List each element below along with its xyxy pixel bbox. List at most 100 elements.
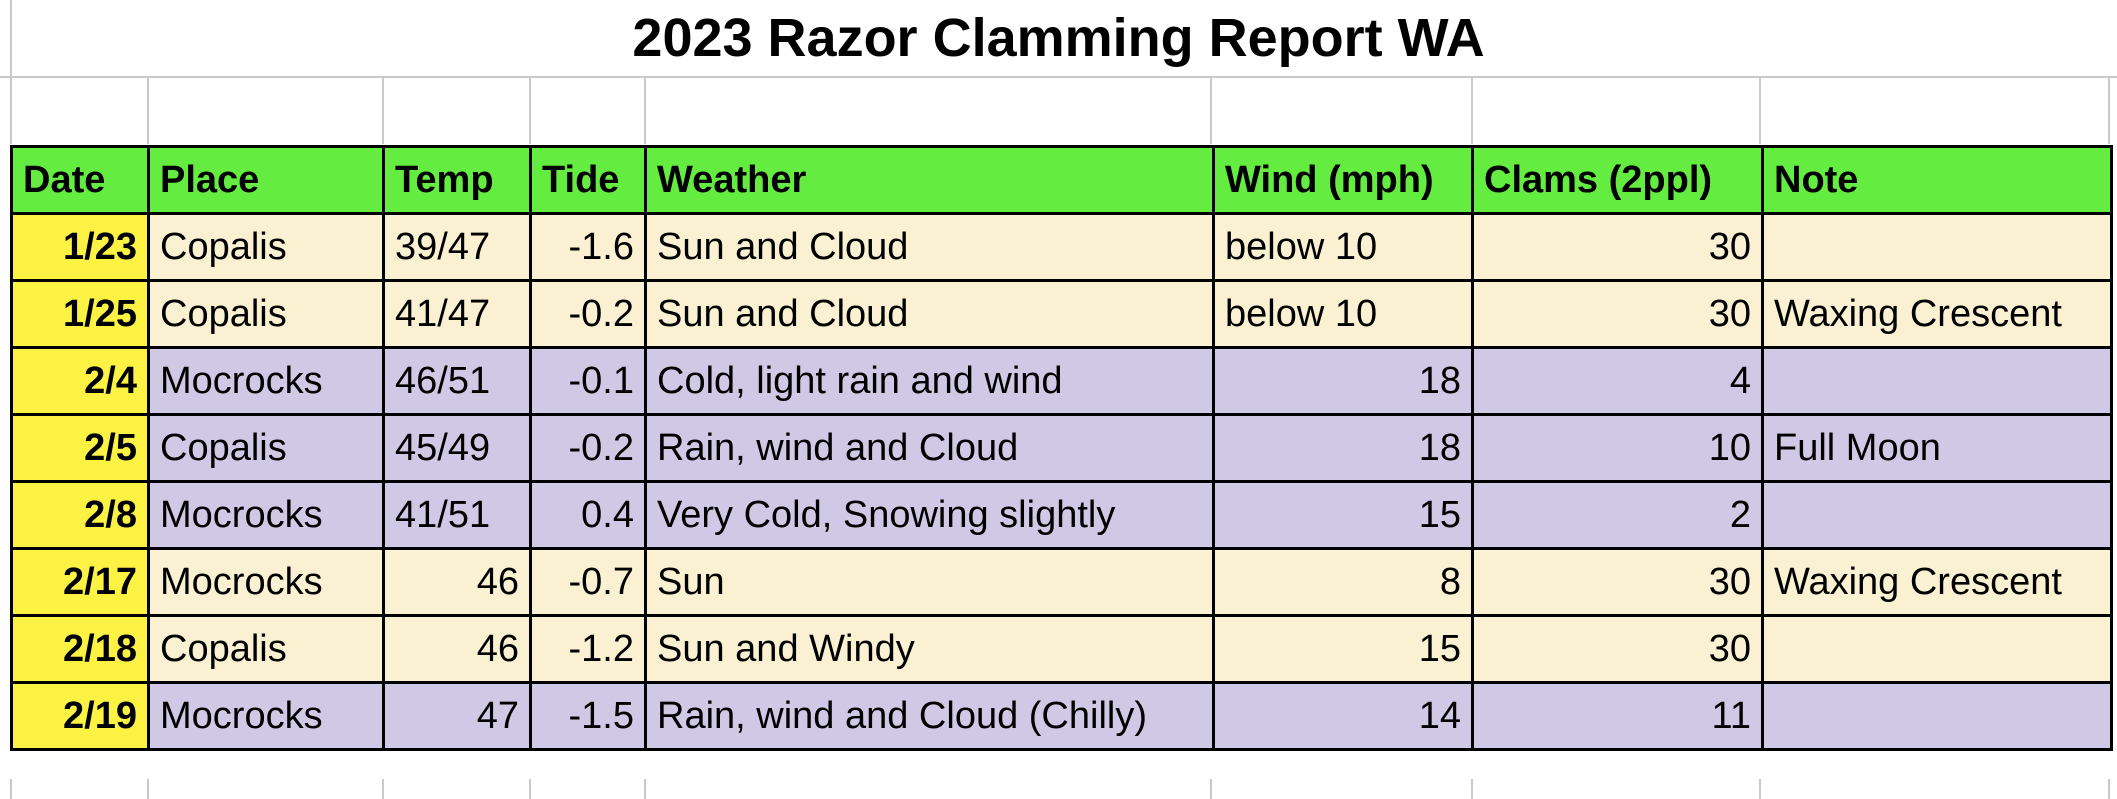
cell-clams[interactable]: 2 bbox=[1471, 480, 1764, 550]
table-row: 2/18 Copalis 46 -1.2 Sun and Windy 15 30 bbox=[10, 614, 2113, 684]
gridline bbox=[529, 779, 531, 799]
cell-place[interactable]: Copalis bbox=[147, 279, 385, 349]
column-header-weather[interactable]: Weather bbox=[644, 145, 1215, 215]
gridline bbox=[147, 779, 149, 799]
cell-wind[interactable]: 15 bbox=[1212, 614, 1474, 684]
cell-temp[interactable]: 46 bbox=[382, 614, 532, 684]
cell-date[interactable]: 2/8 bbox=[10, 480, 150, 550]
table-row: 2/5 Copalis 45/49 -0.2 Rain, wind and Cloud 1… bbox=[10, 413, 2113, 483]
cell-weather[interactable]: Sun and Cloud bbox=[644, 212, 1215, 282]
gridline bbox=[2108, 78, 2110, 144]
cell-temp[interactable]: 39/47 bbox=[382, 212, 532, 282]
cell-temp[interactable]: 41/47 bbox=[382, 279, 532, 349]
cell-place[interactable]: Mocrocks bbox=[147, 346, 385, 416]
cell-tide[interactable]: -0.1 bbox=[529, 346, 647, 416]
column-header-place[interactable]: Place bbox=[147, 145, 385, 215]
gridline bbox=[1759, 779, 1761, 799]
cell-clams[interactable]: 30 bbox=[1471, 547, 1764, 617]
column-header-date[interactable]: Date bbox=[10, 145, 150, 215]
cell-tide[interactable]: -1.6 bbox=[529, 212, 647, 282]
cell-tide[interactable]: -1.2 bbox=[529, 614, 647, 684]
cell-clams[interactable]: 30 bbox=[1471, 614, 1764, 684]
cell-note[interactable] bbox=[1761, 614, 2113, 684]
cell-wind[interactable]: below 10 bbox=[1212, 279, 1474, 349]
cell-note[interactable]: Full Moon bbox=[1761, 413, 2113, 483]
gridline bbox=[382, 779, 384, 799]
cell-note[interactable] bbox=[1761, 681, 2113, 751]
cell-tide[interactable]: 0.4 bbox=[529, 480, 647, 550]
table-row: 1/25 Copalis 41/47 -0.2 Sun and Cloud below 1… bbox=[10, 279, 2113, 349]
cell-weather[interactable]: Sun and Windy bbox=[644, 614, 1215, 684]
cell-date[interactable]: 2/4 bbox=[10, 346, 150, 416]
cell-place[interactable]: Mocrocks bbox=[147, 681, 385, 751]
cell-date[interactable]: 1/25 bbox=[10, 279, 150, 349]
cell-wind[interactable]: 18 bbox=[1212, 413, 1474, 483]
cell-clams[interactable]: 10 bbox=[1471, 413, 1764, 483]
gridline bbox=[1210, 78, 1212, 144]
cell-date[interactable]: 2/19 bbox=[10, 681, 150, 751]
table-row: 1/23 Copalis 39/47 -1.6 Sun and Cloud below 1… bbox=[10, 212, 2113, 282]
cell-place[interactable]: Copalis bbox=[147, 614, 385, 684]
cell-date[interactable]: 2/5 bbox=[10, 413, 150, 483]
cell-clams[interactable]: 4 bbox=[1471, 346, 1764, 416]
cell-tide[interactable]: -1.5 bbox=[529, 681, 647, 751]
cell-weather[interactable]: Rain, wind and Cloud (Chilly) bbox=[644, 681, 1215, 751]
column-header-temp[interactable]: Temp bbox=[382, 145, 532, 215]
cell-wind[interactable]: 14 bbox=[1212, 681, 1474, 751]
column-header-wind[interactable]: Wind (mph) bbox=[1212, 145, 1474, 215]
table-row: 2/4 Mocrocks 46/51 -0.1 Cold, light rain and… bbox=[10, 346, 2113, 416]
column-header-clams[interactable]: Clams (2ppl) bbox=[1471, 145, 1764, 215]
gridline bbox=[644, 779, 646, 799]
gridline bbox=[2108, 779, 2110, 799]
gridline bbox=[1210, 779, 1212, 799]
cell-wind[interactable]: below 10 bbox=[1212, 212, 1474, 282]
table-row: 2/19 Mocrocks 47 -1.5 Rain, wind and Cloud (… bbox=[10, 681, 2113, 751]
table-row: 2/17 Mocrocks 46 -0.7 Sun 8 30 Waxing Crescent bbox=[10, 547, 2113, 617]
cell-date[interactable]: 2/17 bbox=[10, 547, 150, 617]
cell-weather[interactable]: Sun bbox=[644, 547, 1215, 617]
cell-date[interactable]: 1/23 bbox=[10, 212, 150, 282]
cell-weather[interactable]: Rain, wind and Cloud bbox=[644, 413, 1215, 483]
cell-note[interactable] bbox=[1761, 212, 2113, 282]
cell-clams[interactable]: 11 bbox=[1471, 681, 1764, 751]
cell-place[interactable]: Copalis bbox=[147, 212, 385, 282]
cell-temp[interactable]: 45/49 bbox=[382, 413, 532, 483]
cell-weather[interactable]: Cold, light rain and wind bbox=[644, 346, 1215, 416]
cell-wind[interactable]: 8 bbox=[1212, 547, 1474, 617]
gridline bbox=[1759, 78, 1761, 144]
title-cell[interactable]: 2023 Razor Clamming Report WA bbox=[0, 0, 2117, 76]
cell-wind[interactable]: 18 bbox=[1212, 346, 1474, 416]
cell-place[interactable]: Copalis bbox=[147, 413, 385, 483]
cell-note[interactable] bbox=[1761, 346, 2113, 416]
cell-temp[interactable]: 41/51 bbox=[382, 480, 532, 550]
cell-place[interactable]: Mocrocks bbox=[147, 480, 385, 550]
gridline bbox=[10, 0, 12, 76]
table-row: 2/8 Mocrocks 41/51 0.4 Very Cold, Snowing sl… bbox=[10, 480, 2113, 550]
cell-place[interactable]: Mocrocks bbox=[147, 547, 385, 617]
cell-clams[interactable]: 30 bbox=[1471, 212, 1764, 282]
cell-clams[interactable]: 30 bbox=[1471, 279, 1764, 349]
header-row: Date Place Temp Tide Weather Wind (mph) Clams … bbox=[10, 145, 2113, 215]
gridline bbox=[10, 78, 12, 144]
column-header-tide[interactable]: Tide bbox=[529, 145, 647, 215]
gridline bbox=[1471, 78, 1473, 144]
cell-note[interactable] bbox=[1761, 480, 2113, 550]
cell-weather[interactable]: Very Cold, Snowing slightly bbox=[644, 480, 1215, 550]
cell-note[interactable]: Waxing Crescent bbox=[1761, 547, 2113, 617]
cell-temp[interactable]: 47 bbox=[382, 681, 532, 751]
cell-tide[interactable]: -0.2 bbox=[529, 279, 647, 349]
gridline bbox=[644, 78, 646, 144]
gridline bbox=[529, 78, 531, 144]
column-header-note[interactable]: Note bbox=[1761, 145, 2113, 215]
cell-tide[interactable]: -0.2 bbox=[529, 413, 647, 483]
cell-temp[interactable]: 46/51 bbox=[382, 346, 532, 416]
clamming-report-table: Date Place Temp Tide Weather Wind (mph) Clams … bbox=[10, 145, 2113, 751]
cell-weather[interactable]: Sun and Cloud bbox=[644, 279, 1215, 349]
gridline bbox=[147, 78, 149, 144]
cell-wind[interactable]: 15 bbox=[1212, 480, 1474, 550]
cell-note[interactable]: Waxing Crescent bbox=[1761, 279, 2113, 349]
cell-temp[interactable]: 46 bbox=[382, 547, 532, 617]
gridline bbox=[1471, 779, 1473, 799]
cell-date[interactable]: 2/18 bbox=[10, 614, 150, 684]
cell-tide[interactable]: -0.7 bbox=[529, 547, 647, 617]
